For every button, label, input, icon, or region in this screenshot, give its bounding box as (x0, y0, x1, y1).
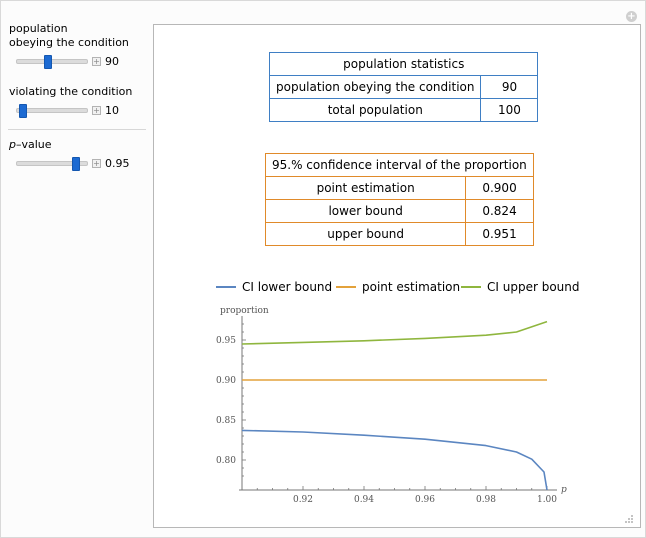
separator (8, 129, 146, 130)
x-tick-label: 0.94 (354, 495, 374, 505)
legend-swatch-lower (216, 286, 236, 288)
population-stats-table: population statistics population obeying… (268, 52, 539, 122)
legend-item-lower: CI lower bound (216, 279, 332, 295)
slider-thumb[interactable] (43, 55, 52, 69)
expand-icon[interactable]: + (92, 159, 101, 168)
slider-thumb[interactable] (19, 104, 28, 118)
y-tick-label: 0.80 (216, 456, 236, 466)
reset-icon[interactable]: + (626, 11, 637, 22)
x-tick-label: 1.00 (537, 495, 557, 505)
slider-thumb[interactable] (71, 157, 80, 171)
slider-track (16, 108, 88, 113)
pvalue-label: p–value (9, 138, 52, 151)
violating-value: 10 (105, 104, 119, 117)
y-tick-label: 0.95 (216, 336, 236, 346)
legend-item-point: point estimation (336, 279, 460, 295)
legend-swatch-upper (461, 286, 481, 288)
legend-swatch-point (336, 286, 356, 288)
x-tick-label: 0.96 (415, 495, 435, 505)
population-slider[interactable] (16, 55, 88, 69)
expand-icon[interactable]: + (92, 57, 101, 66)
slider-track (16, 161, 88, 166)
y-tick-label: 0.90 (216, 376, 236, 386)
table-header: 95.% confidence interval of the proporti… (265, 153, 534, 177)
resize-grip-icon[interactable] (624, 514, 634, 524)
y-tick-label: 0.85 (216, 416, 236, 426)
confidence-interval-table: 95.% confidence interval of the proporti… (264, 153, 534, 246)
table-cell-value: 0.824 (465, 199, 534, 223)
pvalue-value: 0.95 (105, 157, 130, 170)
slider-track (16, 59, 88, 64)
expand-icon[interactable]: + (92, 106, 101, 115)
x-axis-label: p (561, 485, 567, 495)
legend-label-lower: CI lower bound (242, 280, 333, 294)
x-tick-label: 0.92 (293, 495, 313, 505)
legend-label-point: point estimation (362, 280, 461, 294)
table-cell-label: population obeying the condition (268, 75, 482, 99)
table-cell-label: total population (268, 98, 482, 122)
y-axis-label: proportion (220, 306, 269, 316)
violating-label: violating the condition (9, 85, 133, 98)
pvalue-slider[interactable] (16, 157, 88, 171)
violating-slider[interactable] (16, 104, 88, 118)
legend-item-upper: CI upper bound (461, 279, 580, 295)
table-header: population statistics (268, 52, 539, 76)
ci-upper-bound-line (241, 320, 548, 345)
table-cell-label: upper bound (264, 222, 467, 246)
population-value: 90 (105, 55, 119, 68)
table-cell-value: 0.900 (465, 176, 534, 200)
population-label: population obeying the condition (9, 22, 129, 49)
table-cell-value: 100 (480, 98, 539, 122)
x-tick-label: 0.98 (476, 495, 496, 505)
table-cell-value: 0.951 (465, 222, 534, 246)
ci-lower-bound-line (241, 429, 548, 491)
legend-label-upper: CI upper bound (487, 280, 580, 294)
